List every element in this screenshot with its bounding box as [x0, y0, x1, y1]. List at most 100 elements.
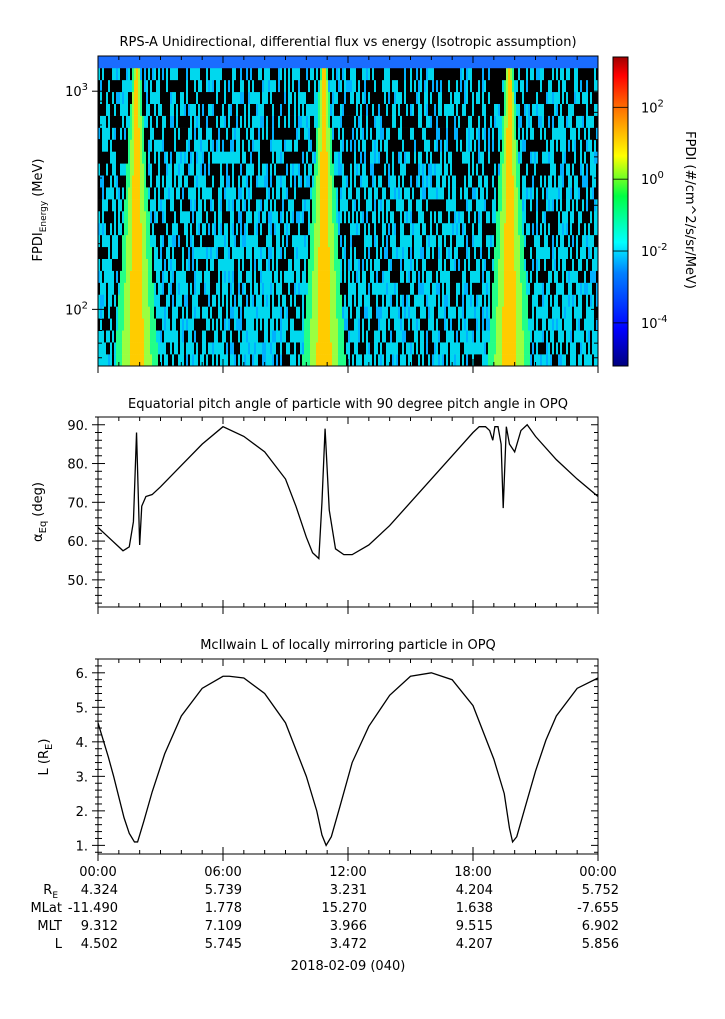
heatmap-cell — [424, 187, 427, 200]
heatmap-cell — [230, 163, 233, 176]
heatmap-cell — [334, 342, 337, 355]
heatmap-cell — [396, 151, 399, 164]
heatmap-cell — [364, 163, 367, 176]
heatmap-cell — [164, 187, 167, 200]
heatmap-cell — [398, 127, 401, 140]
heatmap-cell — [442, 246, 445, 259]
heatmap-cell — [314, 318, 317, 331]
heatmap-cell — [390, 211, 393, 224]
heatmap-cell — [270, 258, 273, 271]
heatmap-cell — [288, 151, 291, 164]
heatmap-cell — [210, 294, 213, 307]
heatmap-cell — [122, 282, 125, 295]
heatmap-cell — [390, 127, 393, 140]
heatmap-cell — [350, 151, 353, 164]
heatmap-cell — [136, 103, 139, 116]
heatmap-cell — [442, 139, 445, 152]
heatmap-cell — [284, 234, 287, 248]
heatmap-cell — [220, 270, 223, 283]
heatmap-cell — [268, 175, 271, 188]
heatmap-cell — [388, 139, 391, 152]
heatmap-cell — [360, 282, 363, 295]
heatmap-cell — [242, 79, 245, 93]
heatmap-cell — [220, 306, 223, 319]
heatmap-cell — [356, 318, 359, 331]
heatmap-cell — [468, 163, 471, 176]
heatmap-cell — [250, 354, 253, 366]
heatmap-cell — [104, 246, 107, 259]
heatmap-cell — [372, 270, 375, 283]
heatmap-cell — [286, 294, 289, 307]
heatmap-cell — [132, 67, 135, 81]
heatmap-cell — [208, 115, 211, 128]
heatmap-cell — [156, 354, 159, 366]
heatmap-cell — [464, 270, 467, 283]
heatmap-cell — [308, 330, 311, 343]
heatmap-cell — [170, 56, 173, 69]
heatmap-cell — [212, 115, 215, 128]
heatmap-cell — [312, 330, 315, 343]
heatmap-cell — [440, 222, 443, 236]
heatmap-cell — [156, 318, 159, 331]
heatmap-cell — [462, 234, 465, 248]
heatmap-cell — [334, 79, 337, 93]
heatmap-cell — [294, 222, 297, 236]
heatmap-cell — [246, 127, 249, 140]
heatmap-cell — [196, 151, 199, 164]
heatmap-cell — [284, 199, 287, 212]
heatmap-cell — [156, 222, 159, 236]
heatmap-cell — [108, 187, 111, 200]
heatmap-cell — [446, 246, 449, 259]
heatmap-cell — [182, 115, 185, 128]
heatmap-cell — [362, 211, 365, 224]
heatmap-cell — [164, 282, 167, 295]
heatmap-cell — [416, 56, 419, 69]
heatmap-cell — [140, 270, 143, 283]
heatmap-cell — [320, 91, 323, 104]
heatmap-cell — [422, 151, 425, 164]
heatmap-cell — [358, 318, 361, 331]
heatmap-cell — [456, 342, 459, 355]
heatmap-cell — [466, 258, 469, 271]
heatmap-cell — [252, 187, 255, 200]
heatmap-cell — [122, 151, 125, 164]
heatmap-cell — [468, 342, 471, 355]
heatmap-cell — [382, 151, 385, 164]
heatmap-cell — [338, 342, 341, 355]
heatmap-cell — [188, 282, 191, 295]
heatmap-cell — [472, 306, 475, 319]
heatmap-cell — [206, 270, 209, 283]
heatmap-cell — [178, 79, 181, 93]
heatmap-cell — [120, 139, 123, 152]
heatmap-cell — [412, 115, 415, 128]
heatmap-cell — [416, 318, 419, 331]
heatmap-cell — [374, 342, 377, 355]
heatmap-cell — [434, 67, 437, 81]
heatmap-cell — [434, 56, 437, 69]
heatmap-cell — [278, 318, 281, 331]
heatmap-cell — [138, 127, 141, 140]
heatmap-cell — [434, 115, 437, 128]
heatmap-cell — [422, 211, 425, 224]
heatmap-cell — [142, 342, 145, 355]
heatmap-cell — [426, 211, 429, 224]
heatmap-cell — [388, 103, 391, 116]
heatmap-cell — [218, 354, 221, 366]
heatmap-cell — [346, 342, 349, 355]
heatmap-cell — [374, 222, 377, 236]
heatmap-cell — [126, 234, 129, 248]
heatmap-cell — [406, 187, 409, 200]
heatmap-cell — [132, 127, 135, 140]
heatmap-cell — [214, 294, 217, 307]
heatmap-cell — [108, 211, 111, 224]
heatmap-cell — [464, 163, 467, 176]
heatmap-cell — [460, 199, 463, 212]
heatmap-cell — [176, 79, 179, 93]
heatmap-cell — [306, 163, 309, 176]
heatmap-cell — [424, 175, 427, 188]
heatmap-cell — [176, 163, 179, 176]
heatmap-cell — [286, 354, 289, 366]
heatmap-cell — [178, 56, 181, 69]
heatmap-cell — [102, 354, 105, 366]
heatmap-cell — [162, 318, 165, 331]
